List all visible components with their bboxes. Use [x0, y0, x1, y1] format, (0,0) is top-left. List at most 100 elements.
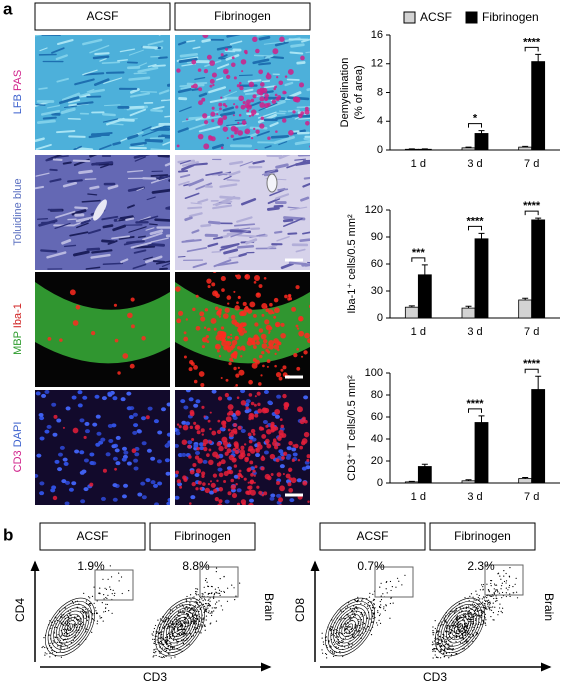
- nucleus: [227, 396, 233, 401]
- fiber: [181, 161, 199, 167]
- cell: [274, 352, 277, 355]
- contour: [53, 607, 87, 647]
- contour: [330, 604, 370, 650]
- cell: [117, 371, 121, 375]
- event: [196, 591, 198, 593]
- event: [170, 626, 173, 628]
- event: [203, 598, 206, 600]
- nucleus: [126, 461, 132, 466]
- fiber: [165, 206, 170, 210]
- cell: [225, 344, 231, 350]
- cell: [305, 121, 310, 126]
- fiber: [74, 78, 95, 86]
- event: [484, 622, 486, 624]
- event: [96, 620, 99, 622]
- event: [373, 598, 375, 600]
- nucleus: [114, 448, 120, 453]
- y-axis-label: Iba-1⁺ cells/0.5 mm²: [346, 214, 358, 314]
- cell: [264, 438, 270, 444]
- event: [193, 616, 195, 619]
- fiber: [35, 143, 52, 150]
- event: [182, 611, 184, 614]
- event: [213, 610, 215, 612]
- event: [500, 610, 502, 612]
- fiber: [35, 172, 50, 177]
- event: [44, 652, 46, 654]
- event: [342, 655, 344, 658]
- cell: [261, 433, 267, 439]
- fiber: [145, 227, 155, 231]
- error-bar: [522, 297, 529, 300]
- fiber: [128, 226, 147, 233]
- event: [332, 633, 334, 636]
- fiber: [144, 138, 164, 143]
- fiber: [102, 262, 124, 266]
- cell: [265, 305, 268, 308]
- event: [332, 652, 334, 654]
- cell: [69, 289, 76, 296]
- cell: [83, 435, 87, 440]
- cell: [205, 335, 209, 339]
- fiber: [69, 231, 89, 237]
- nucleus: [244, 409, 250, 414]
- bar: [404, 481, 419, 484]
- cell: [300, 440, 306, 446]
- cell: [201, 97, 206, 102]
- event: [354, 599, 357, 601]
- event: [367, 625, 370, 628]
- nucleus: [185, 390, 191, 393]
- event: [57, 641, 59, 643]
- cell: [241, 70, 244, 73]
- event: [209, 600, 211, 602]
- cell: [191, 59, 197, 65]
- event: [382, 593, 384, 595]
- fiber: [144, 255, 163, 264]
- event: [328, 640, 330, 642]
- fiber: [179, 52, 199, 58]
- nucleus: [153, 483, 159, 488]
- cell: [235, 384, 238, 387]
- fiber: [194, 76, 206, 80]
- cell: [89, 482, 94, 487]
- cell: [206, 340, 210, 344]
- fiber: [111, 235, 131, 240]
- cell: [238, 453, 244, 460]
- event: [99, 615, 101, 617]
- cell: [232, 447, 237, 452]
- event: [451, 625, 453, 627]
- cell: [254, 395, 257, 398]
- cell: [231, 56, 235, 60]
- cell: [241, 120, 247, 125]
- cell: [217, 396, 223, 401]
- event: [354, 615, 356, 617]
- fiber: [278, 141, 288, 146]
- event: [152, 638, 154, 640]
- y-tick-label: 12: [371, 58, 383, 70]
- cell: [176, 68, 181, 73]
- fiber: [233, 223, 256, 227]
- event: [214, 588, 217, 590]
- event: [335, 646, 337, 648]
- nucleus: [263, 450, 269, 455]
- fiber: [87, 193, 98, 196]
- event: [437, 657, 439, 659]
- event: [396, 577, 399, 579]
- event: [88, 603, 91, 605]
- fiber: [275, 115, 293, 120]
- nucleus: [166, 402, 170, 407]
- event: [489, 609, 491, 611]
- event: [66, 620, 69, 622]
- cell: [304, 419, 308, 424]
- event: [78, 620, 81, 622]
- legend-label: ACSF: [420, 10, 452, 24]
- event: [473, 626, 475, 628]
- fiber: [243, 88, 254, 93]
- cell: [53, 414, 58, 419]
- cell: [311, 475, 315, 479]
- cell: [238, 369, 245, 376]
- fiber: [129, 108, 147, 117]
- contour: [448, 613, 472, 641]
- event: [111, 593, 113, 595]
- nucleus: [71, 481, 77, 486]
- event: [207, 607, 209, 609]
